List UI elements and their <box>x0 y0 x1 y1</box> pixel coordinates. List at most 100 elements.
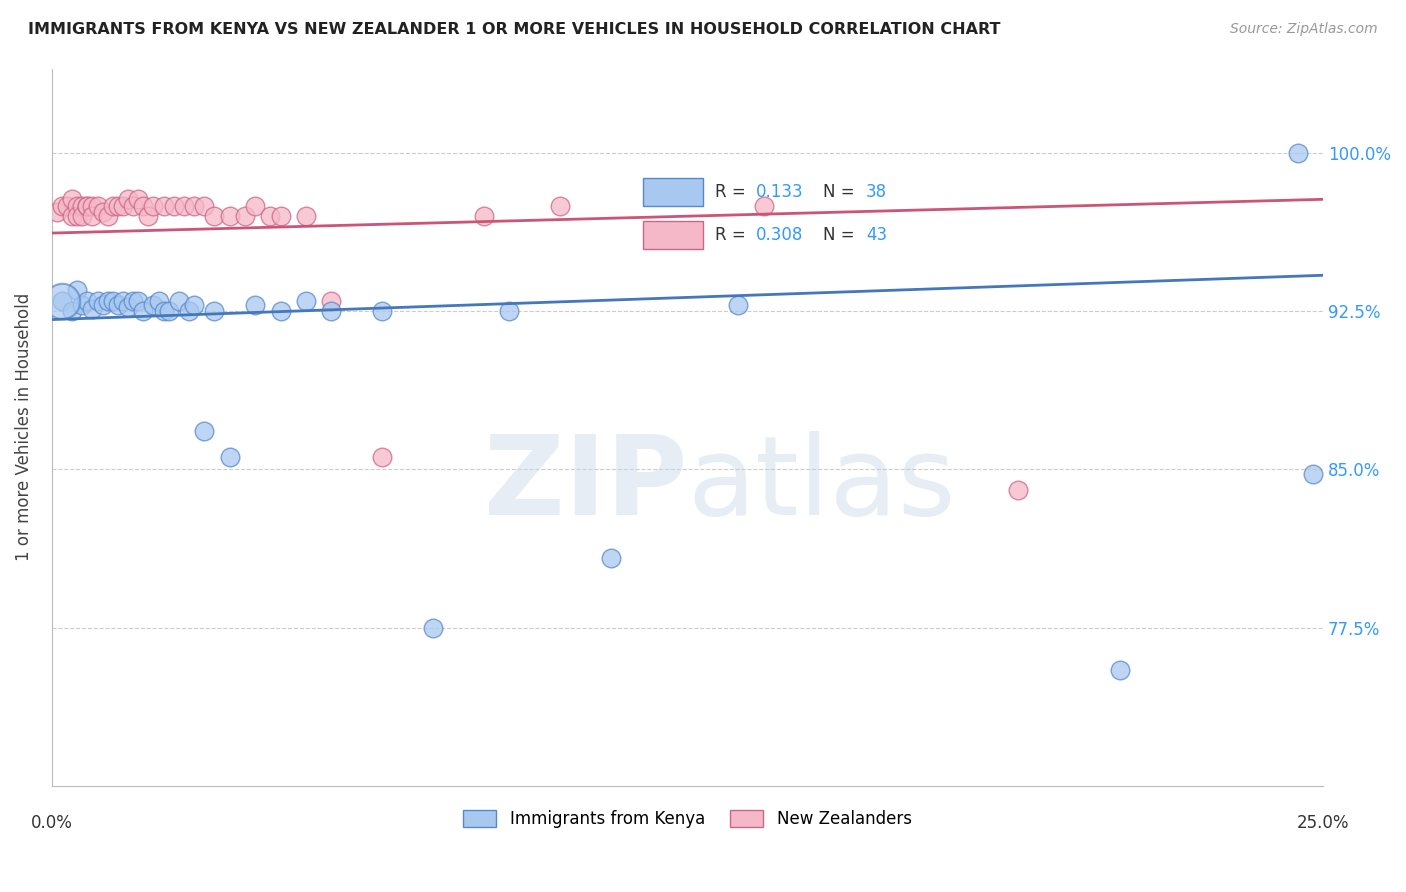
Point <box>218 450 240 464</box>
Point <box>157 304 180 318</box>
Point <box>107 199 129 213</box>
Text: 38: 38 <box>866 183 887 201</box>
Point <box>727 298 749 312</box>
Text: 0.0%: 0.0% <box>31 814 73 831</box>
Point <box>1108 663 1130 677</box>
Point <box>422 621 444 635</box>
Text: ZIP: ZIP <box>484 431 688 538</box>
Point <box>66 283 89 297</box>
Point <box>1286 145 1309 160</box>
Point <box>259 209 281 223</box>
Point <box>82 199 104 213</box>
Point <box>101 199 124 213</box>
Point <box>72 209 94 223</box>
Point <box>550 199 572 213</box>
Point <box>270 209 292 223</box>
Point <box>101 293 124 308</box>
Point <box>117 300 139 314</box>
Point <box>51 293 73 308</box>
Point <box>56 199 79 213</box>
Point <box>752 199 775 213</box>
Point <box>371 304 394 318</box>
Point <box>132 199 155 213</box>
Point <box>1007 483 1029 498</box>
Point <box>82 301 104 316</box>
Point <box>107 298 129 312</box>
Point <box>371 450 394 464</box>
Point <box>72 199 94 213</box>
Text: R =: R = <box>714 183 745 201</box>
Point <box>82 209 104 223</box>
Text: 0.308: 0.308 <box>755 226 803 244</box>
Point <box>472 209 495 223</box>
Point <box>321 293 343 308</box>
Point <box>218 209 240 223</box>
Point <box>142 298 165 312</box>
Point <box>270 304 292 318</box>
Point <box>86 199 108 213</box>
Point <box>97 209 120 223</box>
Point <box>295 293 318 308</box>
Bar <box>643 220 703 249</box>
Point <box>91 205 114 219</box>
Text: N =: N = <box>823 183 855 201</box>
Point <box>66 199 89 213</box>
Point <box>60 209 83 223</box>
Point <box>183 298 205 312</box>
Point <box>91 298 114 312</box>
Point <box>72 298 94 312</box>
Point <box>193 425 215 439</box>
Point <box>243 199 266 213</box>
Point <box>127 192 149 206</box>
Point <box>76 199 98 213</box>
Text: atlas: atlas <box>688 431 956 538</box>
Point <box>163 199 186 213</box>
Point <box>51 293 73 308</box>
Point <box>148 293 170 308</box>
Text: 25.0%: 25.0% <box>1296 814 1350 831</box>
Point <box>117 192 139 206</box>
Y-axis label: 1 or more Vehicles in Household: 1 or more Vehicles in Household <box>15 293 32 561</box>
Point <box>193 199 215 213</box>
Point <box>66 209 89 223</box>
Text: R =: R = <box>714 226 745 244</box>
Point <box>142 199 165 213</box>
Point <box>76 199 98 213</box>
Point <box>233 209 256 223</box>
Point <box>97 293 120 308</box>
Point <box>122 293 145 308</box>
Point <box>76 293 98 308</box>
Point <box>243 298 266 312</box>
Point <box>86 293 108 308</box>
Point <box>321 304 343 318</box>
Point <box>177 304 200 318</box>
Point <box>60 192 83 206</box>
Point <box>204 304 226 318</box>
Text: IMMIGRANTS FROM KENYA VS NEW ZEALANDER 1 OR MORE VEHICLES IN HOUSEHOLD CORRELATI: IMMIGRANTS FROM KENYA VS NEW ZEALANDER 1… <box>28 22 1001 37</box>
Point <box>295 209 318 223</box>
Point <box>173 199 195 213</box>
Point <box>1302 467 1324 481</box>
Point <box>167 293 190 308</box>
Point <box>138 209 160 223</box>
Point <box>132 304 155 318</box>
Point <box>60 304 83 318</box>
Bar <box>643 178 703 206</box>
Point <box>183 199 205 213</box>
Text: 43: 43 <box>866 226 887 244</box>
Point <box>111 199 134 213</box>
Point <box>45 205 67 219</box>
Point <box>498 304 520 318</box>
Point <box>204 209 226 223</box>
Point <box>152 304 174 318</box>
Point <box>152 199 174 213</box>
Text: 0.133: 0.133 <box>755 183 803 201</box>
Legend: Immigrants from Kenya, New Zealanders: Immigrants from Kenya, New Zealanders <box>457 804 918 835</box>
Point <box>122 199 145 213</box>
Point <box>51 199 73 213</box>
Text: Source: ZipAtlas.com: Source: ZipAtlas.com <box>1230 22 1378 37</box>
Point <box>600 551 623 566</box>
Point <box>127 293 149 308</box>
Text: N =: N = <box>823 226 855 244</box>
Point <box>111 293 134 308</box>
